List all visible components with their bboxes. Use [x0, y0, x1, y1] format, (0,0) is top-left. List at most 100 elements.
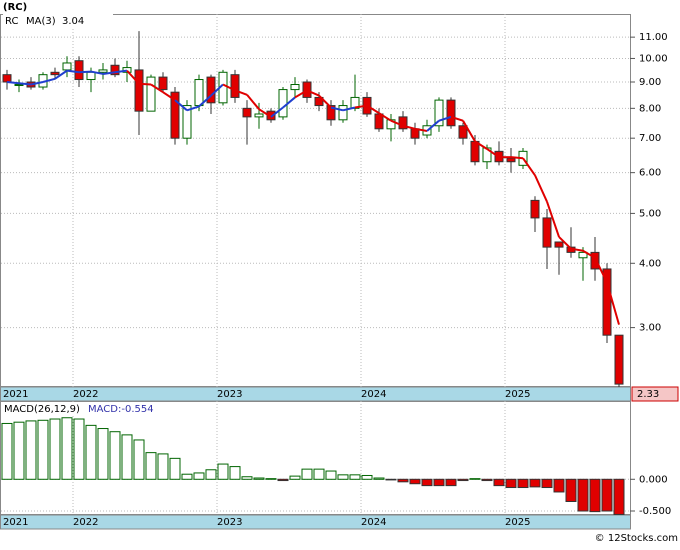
legend-ma-name: MA(3): [26, 16, 56, 27]
ma-line: [198, 94, 212, 108]
ma-line: [66, 69, 80, 74]
macd-bar: [277, 478, 289, 482]
candle-body: [134, 69, 144, 112]
macd-bar: [25, 420, 37, 480]
candle-body: [290, 84, 300, 91]
ma-line: [546, 201, 560, 238]
chart-title: (RC): [3, 2, 27, 13]
macd-bar: [97, 428, 109, 480]
macd-bar: [241, 476, 253, 480]
last-price: 2.33: [637, 389, 659, 400]
ma-line: [294, 89, 308, 99]
macd-bar: [49, 418, 61, 480]
macd-bar: [433, 478, 445, 487]
ma-line: [138, 82, 152, 86]
candle-body: [374, 113, 384, 130]
candle-body: [50, 71, 60, 76]
macd-bar: [1, 422, 13, 480]
candle-body: [158, 76, 168, 91]
candle-body: [254, 113, 264, 118]
macd-bar: [553, 478, 565, 493]
candle-body: [506, 157, 516, 163]
macd-bar: [73, 418, 85, 480]
macd-bar: [157, 453, 169, 480]
macd-bar: [409, 478, 421, 485]
candle-body: [314, 96, 324, 107]
macd-bar: [181, 473, 193, 480]
ma-line: [18, 82, 32, 86]
ma-line: [366, 104, 380, 114]
macd-bar: [169, 457, 181, 480]
macd-bar: [469, 478, 481, 480]
candle-body: [590, 251, 600, 270]
ma-line: [306, 89, 320, 97]
macd-bar: [145, 452, 157, 480]
y-tick-label: 3.00: [639, 323, 661, 334]
candle-body: [554, 241, 564, 248]
macd-bar: [457, 478, 469, 482]
x-tick-label: 2021: [3, 389, 28, 400]
macd-bar: [385, 478, 397, 481]
macd-bar: [529, 478, 541, 488]
ma-line: [594, 257, 608, 283]
ma-line: [6, 81, 20, 85]
candle-body: [194, 79, 204, 107]
x-tick-label: 2023: [217, 389, 242, 400]
candle-body: [434, 99, 444, 127]
macd-bar: [517, 478, 529, 489]
ma-line: [282, 96, 296, 109]
candle-body: [602, 268, 612, 336]
candle-body: [302, 81, 312, 98]
ma-line: [162, 91, 176, 101]
macd-bar: [85, 424, 97, 480]
x-tick-label: 2024: [361, 389, 386, 400]
macd-bar: [613, 478, 625, 515]
y-tick-label: 9.00: [639, 77, 661, 88]
candle-body: [170, 91, 180, 139]
x-tick-label: 2023: [217, 517, 242, 528]
ma-line: [102, 71, 116, 75]
macd-bar: [265, 478, 277, 480]
macd-bar: [133, 439, 145, 480]
ma-line: [258, 108, 272, 118]
candle-body: [74, 60, 84, 81]
macd-bar: [13, 421, 25, 480]
x-tick-label: 2024: [361, 517, 386, 528]
candle-body: [470, 140, 480, 163]
ma-line: [522, 157, 536, 176]
macd-bar: [253, 477, 265, 480]
ma-line: [570, 247, 584, 252]
ma-line: [114, 69, 128, 74]
macd-bar: [229, 466, 241, 480]
ma-line: [414, 127, 428, 132]
ma-line: [174, 99, 188, 112]
candle-body: [14, 84, 24, 87]
x-axis-band: [0, 514, 631, 530]
macd-bar: [325, 470, 337, 480]
y-tick-label: 0.000: [639, 474, 668, 485]
ma-line: [378, 112, 392, 122]
macd-bar: [577, 478, 589, 512]
candle-body: [182, 105, 192, 139]
candle-body: [398, 116, 408, 130]
macd-bar: [421, 478, 433, 487]
ma-line: [426, 119, 440, 132]
candle-body: [98, 69, 108, 73]
macd-bar: [397, 478, 409, 483]
ma-line: [558, 236, 572, 250]
candle-body: [458, 125, 468, 139]
macd-bar: [481, 478, 493, 482]
candle-body: [326, 105, 336, 121]
x-tick-label: 2025: [505, 517, 530, 528]
macd-bar: [337, 474, 349, 480]
macd-bar: [361, 474, 373, 480]
ma-line: [186, 105, 200, 112]
macd-bar: [565, 478, 577, 502]
macd-bar: [505, 478, 517, 489]
y-tick-label: -0.500: [639, 506, 671, 517]
candle-body: [242, 107, 252, 118]
ma-line: [270, 106, 284, 118]
last-price-box: [631, 386, 679, 402]
macd-name: MACD(26,12,9): [4, 404, 80, 415]
